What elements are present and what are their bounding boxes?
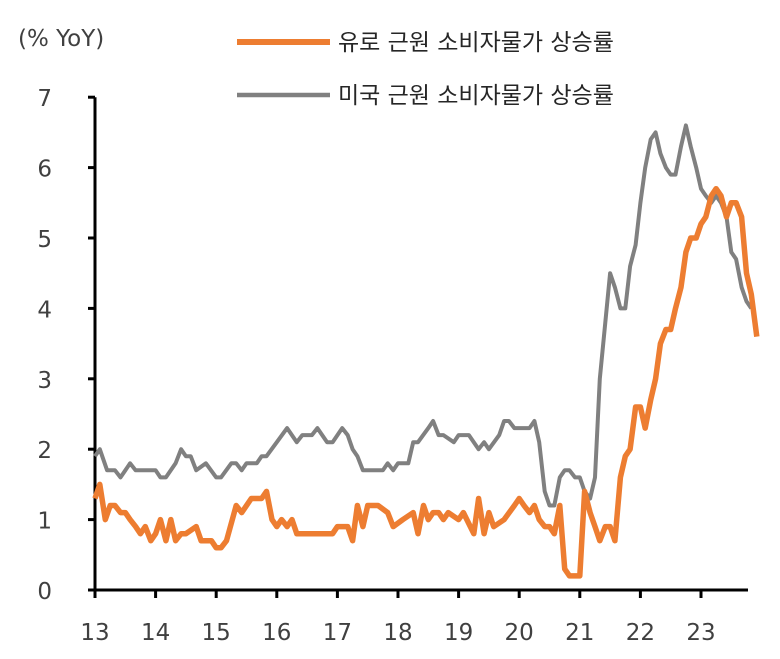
series-line-euro-core-cpi	[92, 185, 760, 579]
x-tick-label: 20	[505, 620, 534, 646]
y-tick-label: 2	[37, 438, 52, 464]
y-tick-label: 5	[37, 227, 52, 253]
x-tick-label: 15	[202, 620, 231, 646]
y-tick-label: 3	[37, 368, 52, 394]
legend-label-euro: 유로 근원 소비자물가 상승률	[338, 30, 614, 56]
x-tick-label: 21	[565, 620, 594, 646]
legend: 유로 근원 소비자물가 상승률 미국 근원 소비자물가 상승률	[237, 30, 614, 109]
y-tick-label: 4	[37, 297, 52, 323]
y-tick-label: 7	[37, 86, 52, 112]
unit-label: (% YoY)	[18, 26, 104, 52]
x-tick-label: 23	[686, 620, 715, 646]
x-tick-label: 18	[383, 620, 412, 646]
y-tick-label: 6	[37, 157, 52, 183]
series-group	[92, 123, 760, 579]
x-tick-label: 14	[141, 620, 170, 646]
x-tick-label: 16	[262, 620, 291, 646]
y-tick-label: 0	[37, 579, 52, 605]
x-tick-label: 19	[444, 620, 473, 646]
y-tick-label: 1	[37, 509, 52, 535]
legend-label-us: 미국 근원 소비자물가 상승률	[338, 83, 614, 109]
x-tick-label: 17	[323, 620, 352, 646]
series-line-us-core-cpi	[93, 123, 753, 508]
x-tick-label: 22	[626, 620, 655, 646]
x-tick-label: 13	[80, 620, 109, 646]
